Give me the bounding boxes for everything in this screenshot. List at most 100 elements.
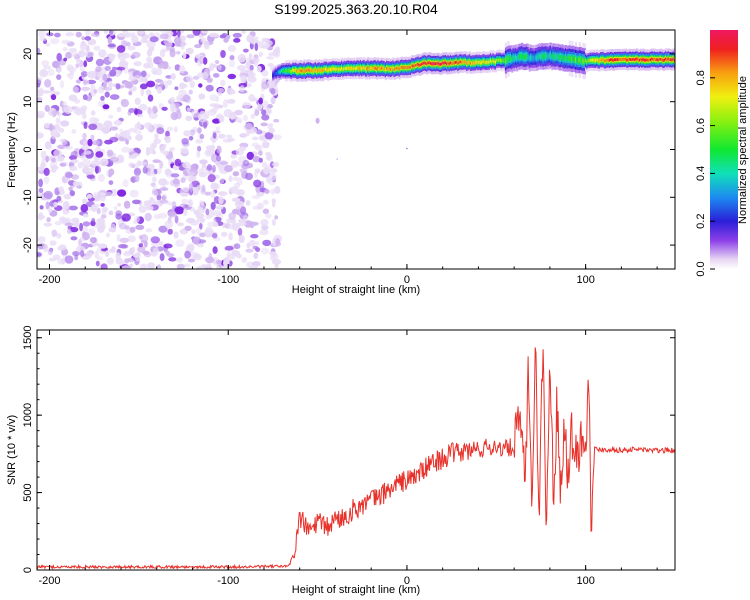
ridge-cell — [532, 55, 535, 61]
noise-blob — [177, 222, 184, 227]
ridge-cell — [557, 54, 560, 60]
ridge-cell — [566, 56, 569, 62]
noise-blob — [100, 263, 108, 269]
noise-blob — [262, 208, 270, 215]
noise-blob — [108, 227, 117, 233]
noise-blob — [70, 159, 79, 164]
ridge-cell — [529, 55, 533, 60]
ridge-cell — [291, 70, 294, 73]
noise-blob — [85, 30, 91, 37]
noise-blob — [182, 52, 187, 59]
noise-blob — [75, 58, 81, 63]
ridge-cell — [615, 58, 618, 62]
noise-blob — [245, 58, 251, 62]
noise-blob — [94, 122, 104, 131]
noise-blob — [144, 212, 152, 222]
ridge-cell — [598, 59, 601, 63]
ridge-cell — [307, 68, 310, 72]
noise-blob — [261, 109, 267, 116]
noise-blob — [212, 210, 223, 217]
ridge-cell — [553, 54, 556, 60]
ridge-cell — [587, 59, 590, 63]
ridge-cell — [512, 55, 515, 61]
ridge-cell — [293, 69, 296, 72]
ridge-cell — [281, 69, 284, 73]
noise-blob — [70, 49, 78, 58]
noise-blob — [134, 174, 140, 183]
noise-blob — [214, 60, 220, 64]
ridge-cell — [389, 67, 392, 71]
noise-blob — [224, 165, 233, 173]
noise-blob — [269, 168, 278, 174]
noise-blob — [124, 225, 130, 230]
noise-blob — [237, 119, 243, 124]
noise-blob — [131, 32, 136, 36]
ridge-cell — [673, 58, 675, 62]
noise-blob — [136, 160, 142, 167]
noise-blob — [142, 166, 148, 174]
noise-blob — [55, 117, 61, 124]
ridge-cell — [338, 67, 341, 71]
noise-blob — [99, 158, 109, 167]
snr-frame — [36, 329, 676, 571]
noise-blob — [56, 52, 62, 62]
noise-blob — [183, 263, 191, 268]
ridge-cell — [617, 58, 620, 61]
noise-blob — [259, 229, 269, 236]
noise-blob — [251, 142, 259, 148]
noise-blob — [272, 134, 282, 141]
ridge-cell — [414, 63, 417, 67]
noise-blob — [170, 173, 180, 178]
ridge-cell — [357, 66, 360, 70]
ridge-cell — [286, 69, 289, 73]
ridge-cell — [534, 55, 538, 61]
snr-series — [37, 347, 675, 570]
ridge-cell — [567, 56, 570, 62]
noise-blob — [158, 59, 164, 65]
noise-blob — [245, 248, 254, 253]
noise-blob — [116, 234, 121, 242]
noise-blob — [150, 236, 160, 244]
noise-blob — [156, 167, 162, 175]
noise-blob — [187, 258, 196, 263]
ridge-cell — [623, 57, 626, 61]
ridge-cell — [372, 67, 375, 70]
noise-blob — [186, 34, 195, 39]
noise-blob — [95, 66, 102, 73]
noise-blob — [108, 56, 115, 62]
noise-blob — [152, 105, 158, 114]
ridge-cell — [427, 61, 430, 65]
noise-blob — [110, 126, 119, 131]
noise-blob — [82, 232, 90, 241]
ridge-cell — [284, 69, 287, 73]
noise-blob — [62, 46, 68, 52]
ridge-cell — [393, 68, 396, 71]
ridge-cell — [289, 69, 292, 73]
noise-blob — [128, 108, 135, 113]
noise-blob — [121, 265, 131, 269]
noise-blob — [206, 164, 213, 171]
noise-blob — [82, 94, 88, 101]
ridge-cell — [384, 68, 387, 72]
noise-blob — [81, 145, 90, 150]
noise-blob — [167, 210, 177, 218]
ridge-cell — [577, 58, 580, 63]
ridge-cell — [601, 58, 604, 62]
noise-blob — [72, 105, 79, 114]
ridge-cell — [287, 69, 290, 73]
ridge-cell — [651, 57, 654, 61]
ridge-cell — [547, 54, 550, 60]
noise-blob — [81, 36, 85, 41]
noise-blob — [238, 235, 245, 243]
ridge-cell — [508, 56, 511, 61]
noise-blob — [245, 172, 253, 181]
noise-blob — [219, 177, 225, 184]
noise-blob — [269, 251, 277, 256]
x-tick-label: 100 — [576, 274, 594, 286]
noise-blob — [111, 66, 118, 71]
ridge-cell — [522, 54, 525, 60]
colorbar-label: Normalized spectral amplitude — [737, 76, 749, 224]
noise-blob — [148, 112, 158, 119]
noise-blob — [174, 215, 179, 224]
noise-blob — [124, 250, 131, 255]
